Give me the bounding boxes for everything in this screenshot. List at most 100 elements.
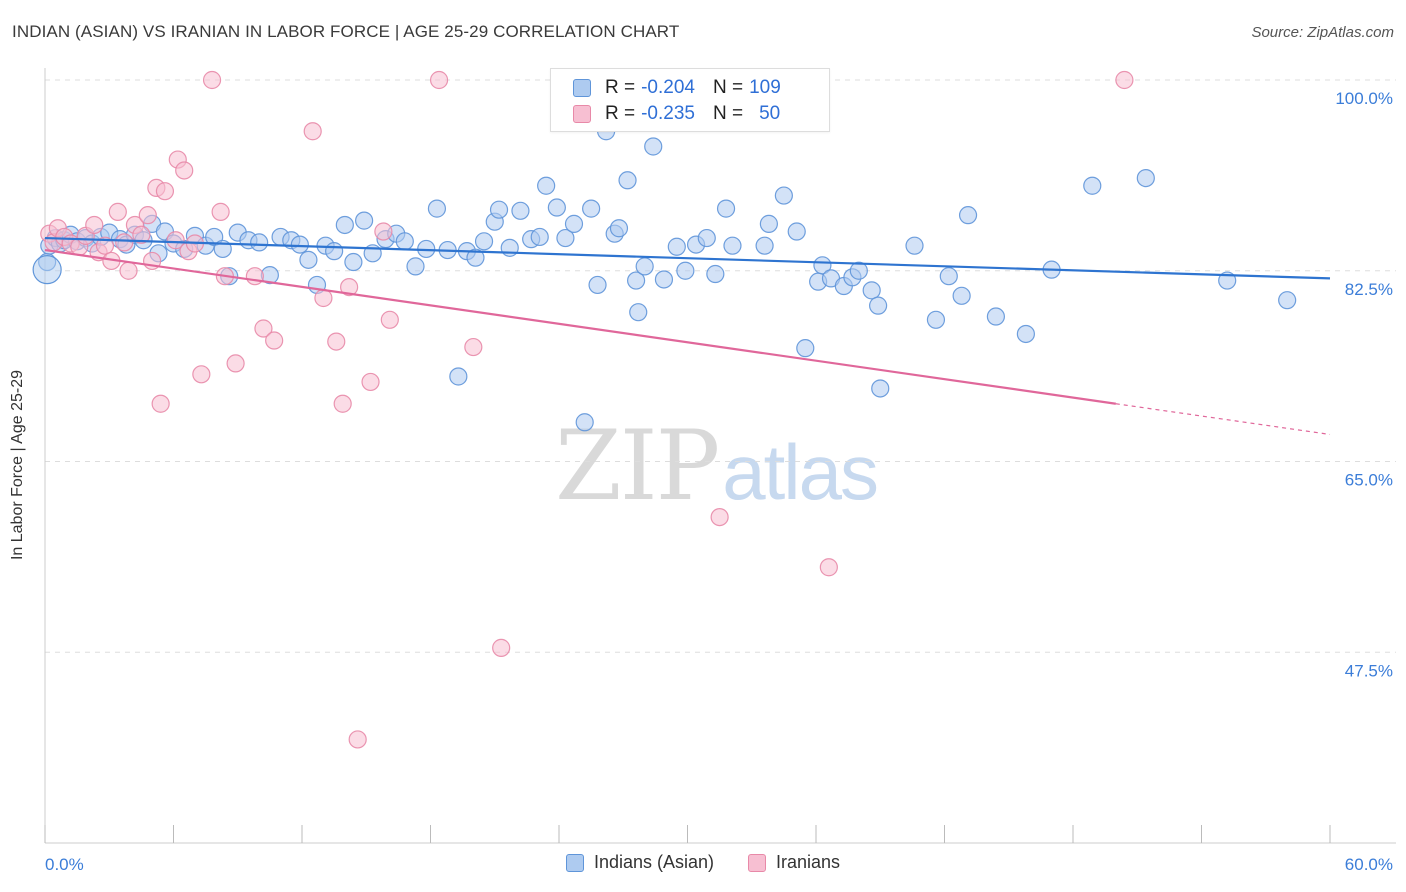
y-tick-label: 100.0%: [1335, 89, 1393, 108]
indian-point: [952, 286, 971, 305]
series-label-iranians: Iranians: [776, 852, 841, 872]
indian-point: [629, 303, 648, 322]
indian-point: [530, 227, 549, 247]
iranian-point: [327, 332, 346, 351]
indian-point: [849, 261, 868, 280]
series-swatch-blue: [565, 853, 584, 872]
iranian-point: [192, 365, 211, 384]
iranian-point: [85, 215, 104, 235]
indian-point: [723, 236, 742, 255]
indian-point: [667, 237, 686, 256]
iranian-trend-extension: [1115, 403, 1331, 436]
legend-row-indians: R = -0.204 N = 109: [573, 76, 781, 100]
iranian-point: [119, 261, 138, 280]
indian-point: [787, 222, 806, 241]
iranian-point: [348, 730, 367, 749]
iranian-point: [265, 331, 284, 350]
indian-trend-line: [44, 236, 1331, 280]
series-label-indians: Indians (Asian): [593, 852, 714, 872]
indian-point: [335, 215, 354, 235]
indian-point: [939, 267, 958, 286]
series-legend: Indians (Asian) Iranians: [0, 852, 1406, 873]
iranian-point: [202, 70, 222, 90]
indian-point: [871, 379, 890, 398]
indian-point: [547, 198, 566, 217]
y-tick-label: 65.0%: [1345, 471, 1393, 490]
iranian-point: [254, 319, 273, 338]
indian-point: [635, 257, 654, 276]
legend-r-label: R =: [605, 77, 636, 98]
iranian-point: [429, 70, 449, 90]
indian-point: [862, 281, 881, 300]
iranian-point: [464, 337, 483, 357]
iranian-point: [710, 507, 729, 527]
chart-title: INDIAN (ASIAN) VS IRANIAN IN LABOR FORCE…: [12, 22, 680, 41]
indian-point: [869, 296, 888, 315]
indian-point: [582, 199, 601, 218]
indian-point: [644, 137, 663, 156]
indian-point: [958, 206, 978, 225]
series-legend-iranians: Iranians: [748, 852, 840, 873]
indian-point: [697, 228, 716, 248]
iranian-point: [138, 206, 157, 225]
iranian-point: [333, 394, 352, 413]
iranian-point: [374, 222, 393, 241]
iranian-point: [340, 278, 359, 297]
indian-point: [1016, 324, 1035, 344]
indian-point: [449, 367, 468, 386]
indian-point: [609, 219, 629, 238]
indian-point: [537, 176, 556, 195]
indian-point: [250, 233, 269, 252]
y-tick-label: 47.5%: [1345, 661, 1393, 680]
indian-point: [489, 200, 509, 219]
indian-point-cluster: [32, 255, 62, 285]
iranian-point: [151, 394, 170, 413]
indian-point: [299, 250, 318, 269]
indian-point: [774, 186, 793, 205]
indian-point: [395, 232, 414, 251]
iranian-point: [115, 233, 134, 252]
indian-point: [474, 232, 494, 251]
indian-point: [905, 236, 924, 255]
iranian-trend-line: [44, 248, 1116, 405]
legend-swatch-pink: [573, 105, 591, 123]
indian-point: [706, 264, 725, 284]
legend-n-label: N =: [712, 77, 744, 98]
watermark: ZIPatlas: [555, 410, 879, 522]
series-swatch-pink: [748, 853, 766, 872]
indian-point: [344, 252, 363, 272]
indian-point: [618, 171, 637, 190]
indian-point: [813, 256, 832, 275]
indian-point: [926, 310, 946, 329]
indian-point: [564, 214, 584, 233]
indian-point: [556, 228, 575, 248]
indian-point: [654, 270, 674, 289]
indian-point: [1278, 291, 1297, 310]
indian-point: [755, 236, 774, 255]
indian-point: [406, 257, 425, 276]
iranian-point: [492, 638, 511, 657]
indian-point: [759, 214, 778, 233]
indian-point: [466, 248, 485, 267]
iranian-point: [132, 225, 151, 244]
indian-point: [511, 201, 530, 220]
y-axis-label: In Labor Force | Age 25-29: [9, 369, 26, 561]
y-tick-label: 82.5%: [1345, 280, 1393, 299]
iranian-point: [245, 267, 264, 286]
indian-point: [626, 271, 646, 290]
iranian-point: [211, 202, 230, 221]
correlation-legend: R = -0.204 N = 109 R = -0.235 N = 50: [550, 68, 830, 132]
iranian-point: [380, 310, 399, 329]
indian-point: [716, 199, 736, 218]
legend-n-value: 109: [749, 77, 781, 98]
iranian-point: [95, 236, 115, 255]
source-credit: Source: ZipAtlas.com: [1251, 24, 1394, 41]
legend-row-iranians: R = -0.235 N = 50: [573, 102, 780, 126]
indian-point: [676, 261, 695, 280]
watermark-atlas: atlas: [722, 428, 879, 516]
iranian-point: [303, 122, 322, 141]
indian-point: [986, 307, 1006, 326]
iranian-point: [166, 231, 185, 250]
iranian-point: [155, 182, 175, 201]
